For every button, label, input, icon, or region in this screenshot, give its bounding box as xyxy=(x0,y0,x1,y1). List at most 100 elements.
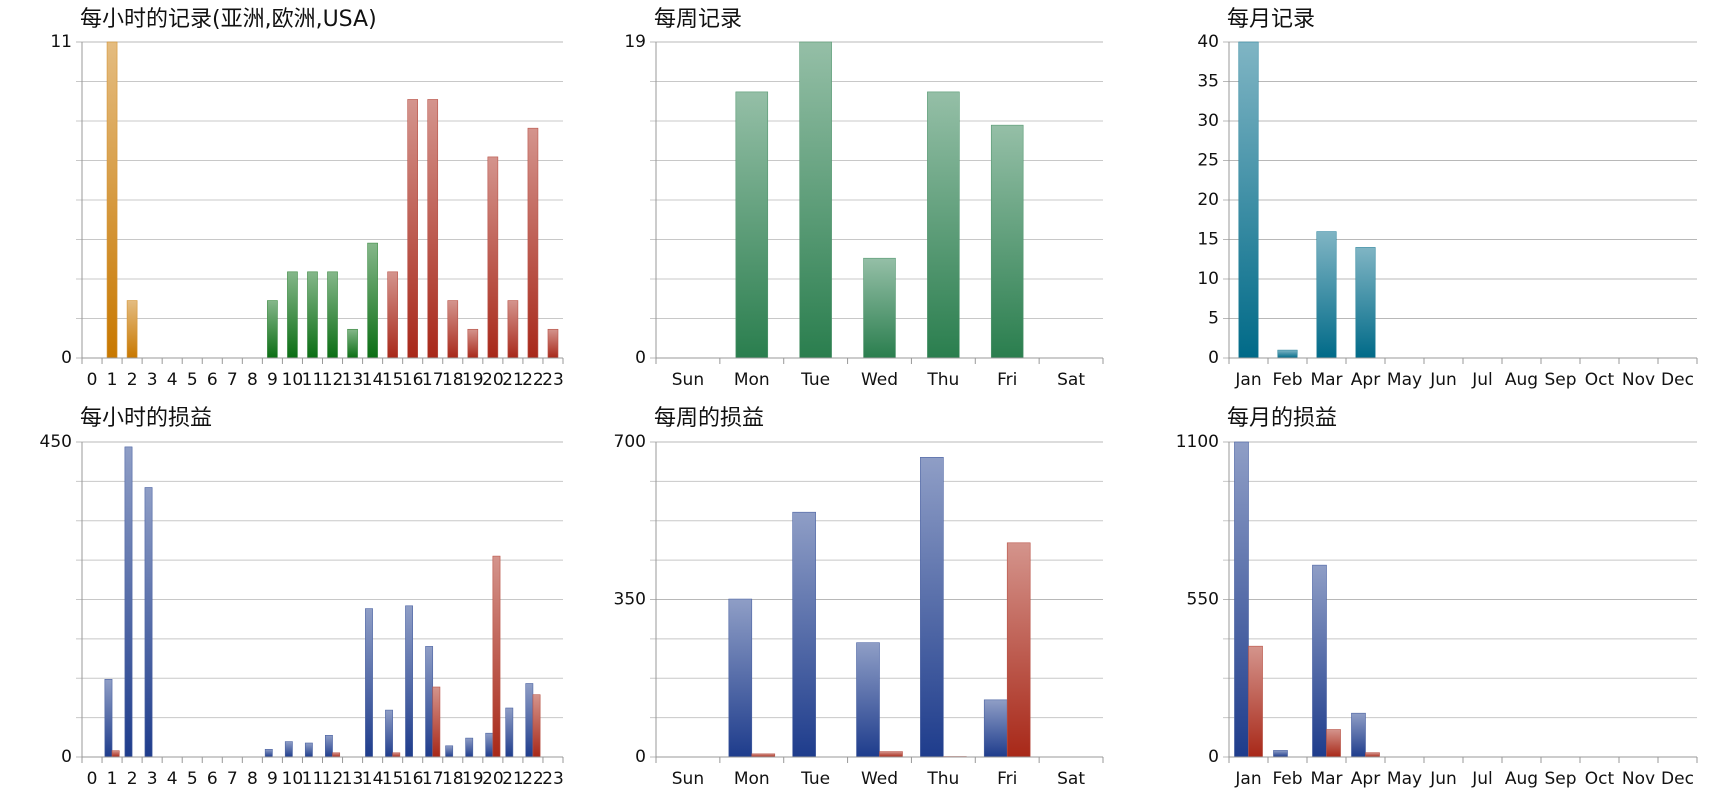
x-tick-label: 8 xyxy=(247,370,258,390)
x-tick-label: 15 xyxy=(382,370,404,390)
bar xyxy=(447,300,459,359)
x-tick-label: Dec xyxy=(1661,370,1694,390)
bar xyxy=(507,300,519,359)
x-tick-label: Jun xyxy=(1429,769,1457,789)
bar xyxy=(284,741,293,758)
x-tick-label: Mon xyxy=(734,370,770,390)
bar xyxy=(427,99,439,359)
bar xyxy=(505,707,514,758)
x-tick-label: Sun xyxy=(672,769,704,789)
x-tick-label: Fri xyxy=(997,769,1017,789)
x-tick-label: Jul xyxy=(1471,370,1493,390)
bar xyxy=(264,748,273,758)
bar xyxy=(307,271,318,359)
x-tick-label: 1 xyxy=(107,370,118,390)
x-tick-label: 19 xyxy=(462,370,484,390)
x-tick-label: 23 xyxy=(542,769,564,789)
x-tick-label: Feb xyxy=(1272,370,1302,390)
chart-title: 每周的损益 xyxy=(654,406,764,431)
chart-title: 每周记录 xyxy=(654,7,742,32)
x-tick-label: Thu xyxy=(926,769,959,789)
bar xyxy=(532,694,541,758)
x-tick-label: May xyxy=(1387,769,1422,789)
bar xyxy=(327,271,338,359)
bar xyxy=(1326,729,1341,758)
bar xyxy=(387,271,398,359)
x-tick-label: Sun xyxy=(672,370,704,390)
x-tick-label: Tue xyxy=(800,370,830,390)
bar xyxy=(304,742,313,758)
bar xyxy=(267,300,278,359)
bar xyxy=(111,750,120,758)
x-tick-label: 13 xyxy=(342,769,364,789)
x-tick-label: Jun xyxy=(1429,370,1457,390)
x-tick-label: 22 xyxy=(522,370,544,390)
bar xyxy=(106,41,118,359)
bar xyxy=(385,709,393,758)
bar xyxy=(799,41,832,359)
x-tick-label: 20 xyxy=(482,769,504,789)
bar xyxy=(1277,349,1298,359)
chart-title: 每月的损益 xyxy=(1227,406,1337,431)
y-tick-label: 450 xyxy=(40,432,72,452)
bar xyxy=(487,156,499,359)
bar xyxy=(485,732,494,758)
bar xyxy=(1234,441,1249,758)
bar xyxy=(144,487,153,758)
y-tick-label: 11 xyxy=(50,32,72,52)
y-tick-label: 0 xyxy=(61,747,72,767)
x-tick-label: 3 xyxy=(147,370,158,390)
bar xyxy=(1316,231,1337,359)
x-tick-label: 2 xyxy=(127,370,138,390)
x-tick-label: Sat xyxy=(1057,769,1085,789)
bar xyxy=(1273,750,1288,758)
y-tick-label: 700 xyxy=(614,432,646,452)
x-tick-label: 18 xyxy=(442,769,464,789)
x-tick-label: Mar xyxy=(1310,370,1342,390)
x-tick-label: Sep xyxy=(1544,769,1576,789)
x-tick-label: 16 xyxy=(402,769,424,789)
x-tick-label: Nov xyxy=(1622,370,1655,390)
x-tick-label: 3 xyxy=(147,769,158,789)
chart-title: 每小时的损益 xyxy=(80,406,212,431)
bar xyxy=(525,683,534,758)
chart-title: 每小时的记录(亚洲,欧洲,USA) xyxy=(80,7,377,32)
x-tick-label: 12 xyxy=(322,769,344,789)
y-tick-label: 35 xyxy=(1197,72,1219,92)
x-tick-label: 0 xyxy=(87,769,98,789)
y-tick-label: 0 xyxy=(635,348,646,368)
y-tick-label: 350 xyxy=(614,590,646,610)
bar xyxy=(467,328,479,359)
y-tick-label: 30 xyxy=(1197,111,1219,131)
x-tick-label: 16 xyxy=(402,370,424,390)
x-tick-label: Nov xyxy=(1622,769,1655,789)
bar xyxy=(287,271,298,359)
bar xyxy=(332,752,341,758)
bar xyxy=(920,456,944,758)
x-tick-label: Apr xyxy=(1351,370,1380,390)
x-tick-label: 1 xyxy=(107,769,118,789)
bar xyxy=(856,642,880,758)
bar xyxy=(792,511,816,758)
x-tick-label: Wed xyxy=(861,370,898,390)
x-tick-label: Oct xyxy=(1585,769,1615,789)
x-tick-label: 14 xyxy=(362,370,384,390)
x-tick-label: 6 xyxy=(207,370,218,390)
y-tick-label: 25 xyxy=(1197,151,1219,171)
x-tick-label: 9 xyxy=(267,370,278,390)
bar xyxy=(1006,542,1031,758)
bar xyxy=(1365,752,1380,758)
bar xyxy=(728,598,753,758)
x-tick-label: 22 xyxy=(522,769,544,789)
x-tick-label: 11 xyxy=(302,370,324,390)
y-tick-label: 15 xyxy=(1197,230,1219,250)
bar xyxy=(879,751,903,758)
bar xyxy=(990,124,1024,359)
x-tick-label: Dec xyxy=(1661,769,1694,789)
x-tick-label: Oct xyxy=(1585,370,1615,390)
y-tick-label: 5 xyxy=(1208,309,1219,329)
x-tick-label: 18 xyxy=(442,370,464,390)
x-tick-label: 10 xyxy=(282,370,304,390)
x-tick-label: Mar xyxy=(1310,769,1342,789)
